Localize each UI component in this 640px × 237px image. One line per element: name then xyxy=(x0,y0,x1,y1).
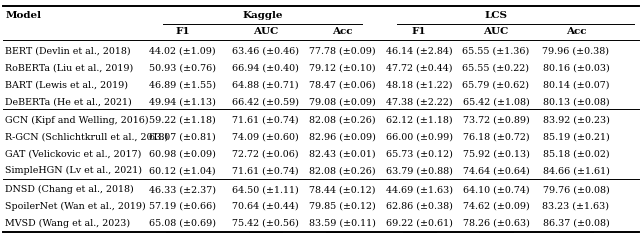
Text: 85.18 (±0.02): 85.18 (±0.02) xyxy=(543,150,609,159)
Text: 64.10 (±0.74): 64.10 (±0.74) xyxy=(463,185,529,194)
Text: BERT (Devlin et al., 2018): BERT (Devlin et al., 2018) xyxy=(5,47,131,56)
Text: 79.96 (±0.38): 79.96 (±0.38) xyxy=(543,47,609,56)
Text: LCS: LCS xyxy=(484,11,508,20)
Text: 44.02 (±1.09): 44.02 (±1.09) xyxy=(149,47,216,56)
Text: 69.22 (±0.61): 69.22 (±0.61) xyxy=(386,219,452,228)
Text: 66.94 (±0.40): 66.94 (±0.40) xyxy=(232,64,299,73)
Text: 63.07 (±0.81): 63.07 (±0.81) xyxy=(149,133,216,142)
Text: Kaggle: Kaggle xyxy=(242,11,283,20)
Text: 79.85 (±0.12): 79.85 (±0.12) xyxy=(309,202,376,211)
Text: 78.26 (±0.63): 78.26 (±0.63) xyxy=(463,219,529,228)
Text: 63.79 (±0.88): 63.79 (±0.88) xyxy=(386,166,452,175)
Text: 64.88 (±0.71): 64.88 (±0.71) xyxy=(232,80,299,89)
Text: 82.08 (±0.26): 82.08 (±0.26) xyxy=(309,166,376,175)
Text: Acc: Acc xyxy=(566,27,586,36)
Text: SimpleHGN (Lv et al., 2021): SimpleHGN (Lv et al., 2021) xyxy=(5,166,142,175)
Text: 83.92 (±0.23): 83.92 (±0.23) xyxy=(543,116,609,125)
Text: RoBERTa (Liu et al., 2019): RoBERTa (Liu et al., 2019) xyxy=(5,64,133,73)
Text: 77.78 (±0.09): 77.78 (±0.09) xyxy=(309,47,376,56)
Text: 72.72 (±0.06): 72.72 (±0.06) xyxy=(232,150,299,159)
Text: 65.08 (±0.69): 65.08 (±0.69) xyxy=(149,219,216,228)
Text: 76.18 (±0.72): 76.18 (±0.72) xyxy=(463,133,529,142)
Text: 74.09 (±0.60): 74.09 (±0.60) xyxy=(232,133,299,142)
Text: 65.79 (±0.62): 65.79 (±0.62) xyxy=(463,80,529,89)
Text: Acc: Acc xyxy=(332,27,353,36)
Text: 82.08 (±0.26): 82.08 (±0.26) xyxy=(309,116,376,125)
Text: 79.76 (±0.08): 79.76 (±0.08) xyxy=(543,185,609,194)
Text: 60.98 (±0.09): 60.98 (±0.09) xyxy=(149,150,216,159)
Text: 74.64 (±0.64): 74.64 (±0.64) xyxy=(463,166,529,175)
Text: 63.46 (±0.46): 63.46 (±0.46) xyxy=(232,47,299,56)
Text: 62.86 (±0.38): 62.86 (±0.38) xyxy=(386,202,452,211)
Text: 44.69 (±1.63): 44.69 (±1.63) xyxy=(386,185,452,194)
Text: 46.14 (±2.84): 46.14 (±2.84) xyxy=(386,47,452,56)
Text: 83.23 (±1.63): 83.23 (±1.63) xyxy=(543,202,609,211)
Text: F1: F1 xyxy=(175,27,189,36)
Text: 78.47 (±0.06): 78.47 (±0.06) xyxy=(309,80,376,89)
Text: 86.37 (±0.08): 86.37 (±0.08) xyxy=(543,219,609,228)
Text: 66.42 (±0.59): 66.42 (±0.59) xyxy=(232,97,299,106)
Text: Model: Model xyxy=(5,11,41,20)
Text: 60.12 (±1.04): 60.12 (±1.04) xyxy=(149,166,216,175)
Text: 71.61 (±0.74): 71.61 (±0.74) xyxy=(232,116,299,125)
Text: 66.00 (±0.99): 66.00 (±0.99) xyxy=(386,133,452,142)
Text: 57.19 (±0.66): 57.19 (±0.66) xyxy=(149,202,216,211)
Text: 59.22 (±1.18): 59.22 (±1.18) xyxy=(149,116,216,125)
Text: 49.94 (±1.13): 49.94 (±1.13) xyxy=(149,97,216,106)
Text: AUC: AUC xyxy=(253,27,278,36)
Text: 73.72 (±0.89): 73.72 (±0.89) xyxy=(463,116,529,125)
Text: 64.50 (±1.11): 64.50 (±1.11) xyxy=(232,185,299,194)
Text: SpoilerNet (Wan et al., 2019): SpoilerNet (Wan et al., 2019) xyxy=(5,202,146,211)
Text: 82.43 (±0.01): 82.43 (±0.01) xyxy=(309,150,376,159)
Text: 62.12 (±1.18): 62.12 (±1.18) xyxy=(386,116,452,125)
Text: R-GCN (Schlichtkrull et al., 2018): R-GCN (Schlichtkrull et al., 2018) xyxy=(5,133,168,142)
Text: 74.62 (±0.09): 74.62 (±0.09) xyxy=(463,202,529,211)
Text: 84.66 (±1.61): 84.66 (±1.61) xyxy=(543,166,609,175)
Text: 85.19 (±0.21): 85.19 (±0.21) xyxy=(543,133,609,142)
Text: 75.92 (±0.13): 75.92 (±0.13) xyxy=(463,150,529,159)
Text: 78.44 (±0.12): 78.44 (±0.12) xyxy=(309,185,376,194)
Text: DeBERTa (He et al., 2021): DeBERTa (He et al., 2021) xyxy=(5,97,132,106)
Text: 80.16 (±0.03): 80.16 (±0.03) xyxy=(543,64,609,73)
Text: 47.38 (±2.22): 47.38 (±2.22) xyxy=(386,97,452,106)
Text: GCN (Kipf and Welling, 2016): GCN (Kipf and Welling, 2016) xyxy=(5,116,148,125)
Text: 48.18 (±1.22): 48.18 (±1.22) xyxy=(386,80,452,89)
Text: BART (Lewis et al., 2019): BART (Lewis et al., 2019) xyxy=(5,80,128,89)
Text: 46.89 (±1.55): 46.89 (±1.55) xyxy=(149,80,216,89)
Text: 75.42 (±0.56): 75.42 (±0.56) xyxy=(232,219,299,228)
Text: GAT (Velickovic et al., 2017): GAT (Velickovic et al., 2017) xyxy=(5,150,141,159)
Text: 65.73 (±0.12): 65.73 (±0.12) xyxy=(386,150,452,159)
Text: 46.33 (±2.37): 46.33 (±2.37) xyxy=(149,185,216,194)
Text: DNSD (Chang et al., 2018): DNSD (Chang et al., 2018) xyxy=(5,185,134,194)
Text: 47.72 (±0.44): 47.72 (±0.44) xyxy=(386,64,452,73)
Text: 80.14 (±0.07): 80.14 (±0.07) xyxy=(543,80,609,89)
Text: 80.13 (±0.08): 80.13 (±0.08) xyxy=(543,97,609,106)
Text: 82.96 (±0.09): 82.96 (±0.09) xyxy=(309,133,376,142)
Text: 83.59 (±0.11): 83.59 (±0.11) xyxy=(309,219,376,228)
Text: 79.12 (±0.10): 79.12 (±0.10) xyxy=(309,64,376,73)
Text: 65.42 (±1.08): 65.42 (±1.08) xyxy=(463,97,529,106)
Text: 65.55 (±1.36): 65.55 (±1.36) xyxy=(462,47,530,56)
Text: 79.08 (±0.09): 79.08 (±0.09) xyxy=(309,97,376,106)
Text: MVSD (Wang et al., 2023): MVSD (Wang et al., 2023) xyxy=(5,219,131,228)
Text: 65.55 (±0.22): 65.55 (±0.22) xyxy=(463,64,529,73)
Text: F1: F1 xyxy=(412,27,426,36)
Text: 50.93 (±0.76): 50.93 (±0.76) xyxy=(149,64,216,73)
Text: 71.61 (±0.74): 71.61 (±0.74) xyxy=(232,166,299,175)
Text: 70.64 (±0.44): 70.64 (±0.44) xyxy=(232,202,299,211)
Text: AUC: AUC xyxy=(483,27,509,36)
